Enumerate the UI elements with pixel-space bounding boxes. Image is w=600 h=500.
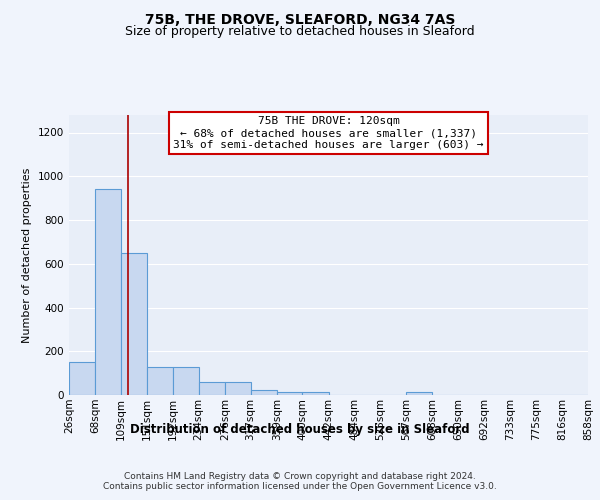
- Text: Size of property relative to detached houses in Sleaford: Size of property relative to detached ho…: [125, 25, 475, 38]
- Bar: [251, 390, 277, 395]
- Text: Distribution of detached houses by size in Sleaford: Distribution of detached houses by size …: [130, 422, 470, 436]
- Text: Contains HM Land Registry data © Crown copyright and database right 2024.
Contai: Contains HM Land Registry data © Crown c…: [103, 472, 497, 491]
- Bar: [406, 392, 432, 395]
- Bar: [147, 366, 173, 395]
- Bar: [199, 382, 225, 395]
- Bar: [225, 382, 251, 395]
- Text: 75B, THE DROVE, SLEAFORD, NG34 7AS: 75B, THE DROVE, SLEAFORD, NG34 7AS: [145, 12, 455, 26]
- Bar: [277, 392, 302, 395]
- Bar: [173, 366, 199, 395]
- Bar: [69, 362, 95, 395]
- Bar: [121, 253, 147, 395]
- Text: 75B THE DROVE: 120sqm
← 68% of detached houses are smaller (1,337)
31% of semi-d: 75B THE DROVE: 120sqm ← 68% of detached …: [173, 116, 484, 150]
- Y-axis label: Number of detached properties: Number of detached properties: [22, 168, 32, 342]
- Bar: [302, 392, 329, 395]
- Bar: [95, 190, 121, 395]
